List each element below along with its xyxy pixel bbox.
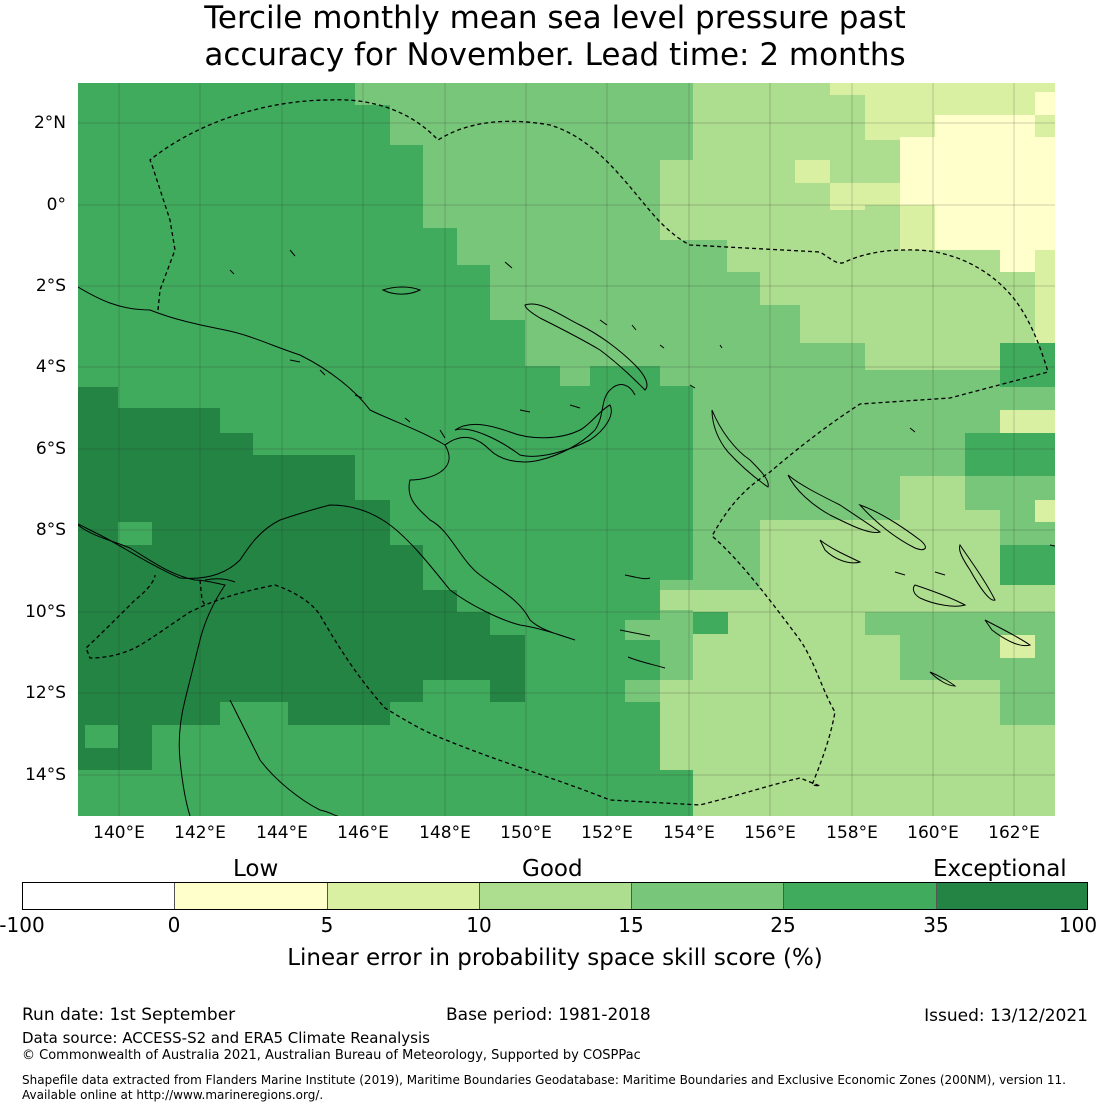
copyright: © Commonwealth of Australia 2021, Austra… [22, 1048, 641, 1063]
colorbar [22, 882, 1088, 910]
solomon-5 [984, 619, 1032, 647]
colorbar-tick-15: 15 [618, 913, 644, 937]
run-date: Run date: 1st September [22, 1005, 236, 1025]
skill-region-10-15d [660, 520, 1055, 816]
colorbar-segment-0-5 [175, 883, 328, 909]
colorbar-label: Linear error in probability space skill … [287, 945, 823, 971]
louisiade [619, 574, 666, 669]
png-eez-north [85, 99, 1049, 806]
solomon-1 [787, 474, 882, 534]
new-britain [454, 404, 612, 457]
australia-cape-york [78, 524, 226, 816]
skill-region-5-10b [795, 160, 830, 183]
skill-map [78, 83, 1055, 816]
skill-cell [78, 748, 85, 770]
colorbar-tick-100: 100 [1058, 913, 1098, 937]
lat-tick-2s: 2°S [35, 276, 66, 296]
colorbar-segment-25-35 [784, 883, 937, 909]
skill-cell [85, 725, 118, 748]
skill-region-10-15 [693, 83, 830, 160]
small-isles [229, 249, 1055, 576]
title-line-2: accuracy for November. Lead time: 2 mont… [204, 37, 906, 73]
lat-tick-14s: 14°S [25, 765, 66, 785]
manus [381, 286, 422, 295]
skill-region-10-15e [660, 590, 693, 610]
lat-tick-12s: 12°S [25, 683, 66, 703]
category-good: Good [522, 856, 583, 882]
colorbar-segment-neg100-0 [23, 883, 175, 909]
eez-boundaries [85, 99, 1049, 806]
skill-region-5-10f [1035, 500, 1055, 522]
lat-tick-2n: 2°N [33, 113, 66, 133]
bougainville [711, 409, 769, 488]
graticule [78, 83, 1055, 816]
lon-tick-146e: 146°E [337, 823, 389, 843]
lon-tick-156e: 156°E [744, 823, 796, 843]
lon-tick-142e: 142°E [174, 823, 226, 843]
coastlines [78, 249, 1055, 816]
torres-islands [204, 578, 236, 583]
solomon-3 [959, 543, 996, 601]
colorbar-segment-5-10 [328, 883, 480, 909]
skill-cell [490, 680, 525, 702]
new-ireland [524, 303, 648, 391]
colorbar-tick-10: 10 [466, 913, 492, 937]
skill-cell [625, 680, 660, 702]
colorbar-segment-15-25 [632, 883, 784, 909]
skill-cell [1035, 92, 1055, 115]
lon-tick-148e: 148°E [419, 823, 471, 843]
skill-region-15-25 [355, 83, 1055, 816]
colorbar-tick-25: 25 [770, 913, 796, 937]
lon-tick-162e: 162°E [988, 823, 1040, 843]
australia-gulf [229, 699, 339, 816]
skill-cell [693, 612, 728, 634]
title-line-1: Tercile monthly mean sea level pressure … [204, 0, 906, 36]
lat-tick-10s: 10°S [25, 602, 66, 622]
lon-tick-154e: 154°E [663, 823, 715, 843]
skill-region-5-10e [1000, 410, 1055, 433]
issued-date: Issued: 13/12/2021 [924, 1006, 1088, 1026]
solomon-7 [929, 671, 957, 687]
shapefile-credit-1: Shapefile data extracted from Flanders M… [22, 1073, 1066, 1087]
solomon-4 [912, 584, 967, 607]
lat-tick-0: 0° [46, 195, 66, 215]
category-exceptional: Exceptional [933, 856, 1067, 882]
skill-region-5-10d [1035, 250, 1055, 343]
australia-png-line [199, 579, 206, 606]
skill-region-35-100 [78, 387, 525, 770]
colorbar-tick-0: 0 [167, 913, 181, 937]
lon-tick-160e: 160°E [907, 823, 959, 843]
colorbar-tick-35: 35 [923, 913, 949, 937]
skill-region-0-5 [900, 115, 1055, 272]
solomon-2 [858, 503, 926, 551]
lon-tick-140e: 140°E [93, 823, 145, 843]
skill-region-5-10c [830, 183, 900, 210]
skill-region-10-15b [660, 95, 1035, 370]
colorbar-segment-35-100 [937, 883, 1087, 909]
solomon-6 [819, 539, 862, 564]
colorbar-segment-10-15 [480, 883, 632, 909]
category-low: Low [233, 856, 279, 882]
lon-tick-152e: 152°E [581, 823, 633, 843]
lon-tick-144e: 144°E [256, 823, 308, 843]
skill-cell [118, 522, 152, 545]
skill-region-10-15c [865, 476, 1055, 612]
lat-tick-6s: 6°S [35, 439, 66, 459]
new-guinea-coast [78, 286, 576, 641]
lat-tick-8s: 8°S [35, 520, 66, 540]
base-period: Base period: 1981-2018 [446, 1005, 651, 1025]
colorbar-tick-5: 5 [320, 913, 334, 937]
shapefile-credit-2: Available online at http://www.marinereg… [22, 1088, 324, 1102]
lon-tick-150e: 150°E [500, 823, 552, 843]
map-title: Tercile monthly mean sea level pressure … [0, 0, 1110, 74]
lon-tick-158e: 158°E [826, 823, 878, 843]
lat-tick-4s: 4°S [35, 357, 66, 377]
data-source: Data source: ACCESS-S2 and ERA5 Climate … [22, 1029, 430, 1047]
colorbar-tick-neg100: -100 [0, 913, 45, 937]
